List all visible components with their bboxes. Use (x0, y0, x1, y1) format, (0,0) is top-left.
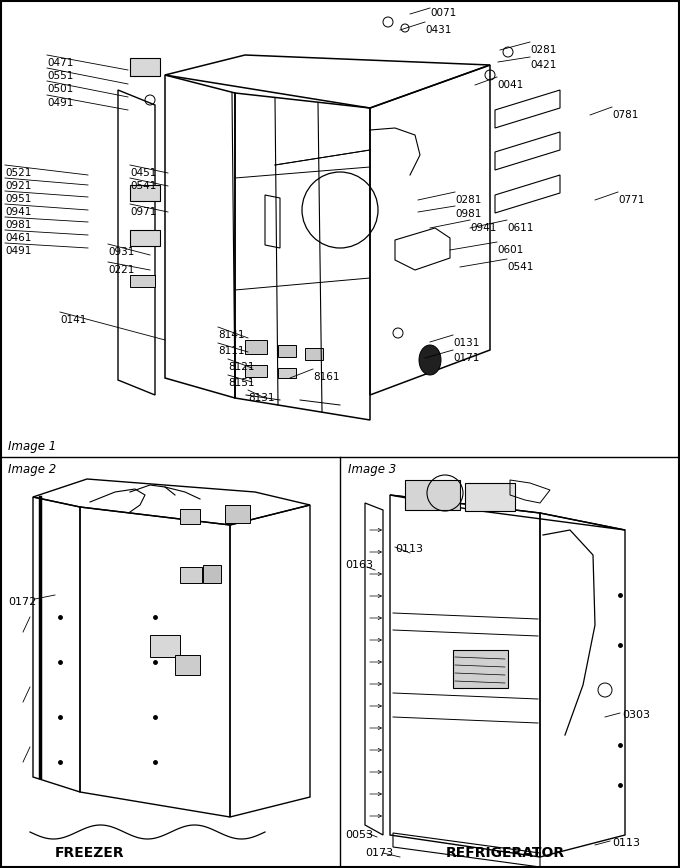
Text: 0303: 0303 (622, 710, 650, 720)
Bar (130, 58, 160, 76)
Bar (203, 565, 221, 583)
Text: 0281: 0281 (455, 195, 481, 205)
Bar (453, 650, 508, 688)
Text: 0041: 0041 (497, 80, 523, 90)
Text: 0451: 0451 (130, 168, 156, 178)
Bar (245, 365, 267, 377)
Bar (180, 567, 202, 583)
Text: 0981: 0981 (5, 220, 31, 230)
Text: 0053: 0053 (345, 830, 373, 840)
Bar (150, 635, 180, 657)
Bar (175, 655, 200, 675)
Text: 0541: 0541 (130, 181, 156, 191)
Text: 0173: 0173 (365, 848, 393, 858)
Text: 8131: 8131 (248, 393, 275, 403)
Bar (305, 348, 323, 360)
Text: 0113: 0113 (612, 838, 640, 848)
Text: 0501: 0501 (47, 84, 73, 94)
Text: 8141: 8141 (218, 330, 245, 340)
Text: 0113: 0113 (395, 544, 423, 554)
Text: 0281: 0281 (530, 45, 556, 55)
Text: 0491: 0491 (47, 98, 73, 108)
Text: 0601: 0601 (497, 245, 523, 255)
Bar (465, 483, 515, 511)
Text: Image 1: Image 1 (8, 440, 56, 453)
Text: 0921: 0921 (5, 181, 31, 191)
Text: REFRIGERATOR: REFRIGERATOR (445, 846, 564, 860)
Text: Image 3: Image 3 (348, 463, 396, 476)
Bar (278, 345, 296, 357)
Text: 8121: 8121 (228, 362, 254, 372)
Text: 0141: 0141 (60, 315, 86, 325)
Text: 8151: 8151 (228, 378, 254, 388)
Text: 0221: 0221 (108, 265, 135, 275)
Ellipse shape (419, 345, 441, 375)
Text: 0541: 0541 (507, 262, 533, 272)
Bar (130, 185, 160, 201)
Text: 0421: 0421 (530, 60, 556, 70)
Text: 0521: 0521 (5, 168, 31, 178)
Bar (180, 509, 200, 524)
Text: 0131: 0131 (453, 338, 479, 348)
Bar (405, 480, 460, 510)
Text: 0951: 0951 (5, 194, 31, 204)
Text: 0981: 0981 (455, 209, 481, 219)
Text: 0071: 0071 (430, 8, 456, 18)
Text: 0941: 0941 (5, 207, 31, 217)
Bar (130, 230, 160, 246)
Text: 0611: 0611 (507, 223, 533, 233)
Bar (130, 275, 155, 287)
Bar (278, 368, 296, 378)
Text: 0551: 0551 (47, 71, 73, 81)
Bar (245, 340, 267, 354)
Text: FREEZER: FREEZER (55, 846, 125, 860)
Text: 0931: 0931 (108, 247, 135, 257)
Text: 0461: 0461 (5, 233, 31, 243)
Text: 0971: 0971 (130, 207, 156, 217)
Text: 0163: 0163 (345, 560, 373, 570)
Text: 0171: 0171 (453, 353, 479, 363)
Text: 0781: 0781 (612, 110, 639, 120)
Text: 0941: 0941 (470, 223, 496, 233)
Text: 8111: 8111 (218, 346, 245, 356)
Text: 0431: 0431 (425, 25, 452, 35)
Text: Image 2: Image 2 (8, 463, 56, 476)
Text: 0471: 0471 (47, 58, 73, 68)
Text: 0491: 0491 (5, 246, 31, 256)
Text: 8161: 8161 (313, 372, 339, 382)
Text: 0172: 0172 (8, 597, 36, 607)
Text: 0771: 0771 (618, 195, 645, 205)
Bar (225, 505, 250, 523)
